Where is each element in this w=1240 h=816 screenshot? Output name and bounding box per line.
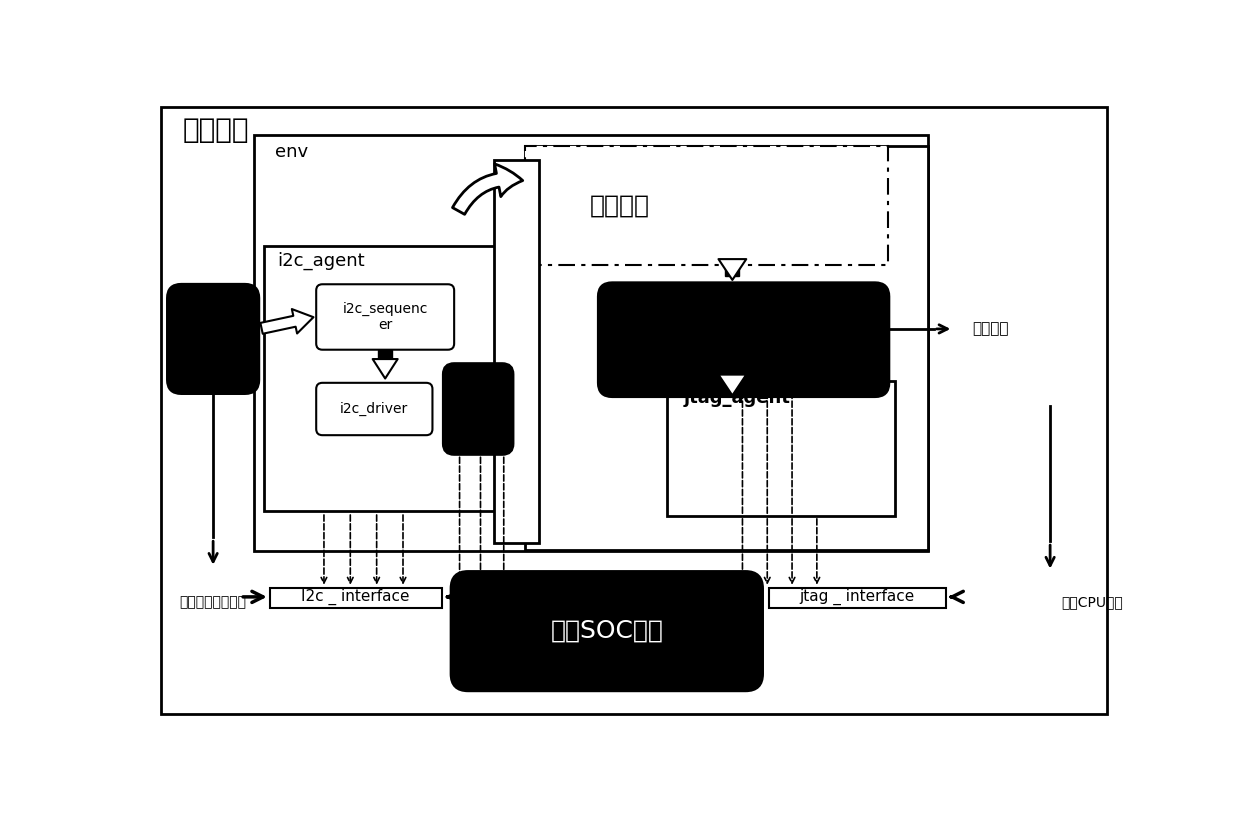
FancyArrowPatch shape — [260, 309, 314, 334]
FancyArrowPatch shape — [453, 164, 523, 215]
Bar — [667, 381, 895, 516]
Bar — [725, 265, 739, 276]
FancyBboxPatch shape — [444, 364, 513, 455]
Bar — [263, 246, 516, 512]
FancyArrowPatch shape — [373, 359, 398, 379]
Bar — [254, 135, 929, 551]
FancyBboxPatch shape — [451, 571, 763, 691]
Text: i2c_sequenc
er: i2c_sequenc er — [342, 301, 428, 332]
Text: 其他部件: 其他部件 — [972, 322, 1009, 336]
Bar — [495, 159, 539, 543]
Text: 参考模型: 参考模型 — [590, 193, 650, 218]
FancyBboxPatch shape — [316, 383, 433, 435]
Bar — [378, 350, 392, 359]
Text: i2c_driver: i2c_driver — [340, 402, 408, 416]
FancyBboxPatch shape — [598, 282, 889, 397]
Text: 待测SOC设计: 待测SOC设计 — [551, 619, 663, 643]
Text: jtag _ interface: jtag _ interface — [800, 589, 915, 605]
FancyArrowPatch shape — [718, 375, 746, 396]
Bar — [526, 146, 929, 550]
Text: I2c _ interface: I2c _ interface — [301, 589, 410, 605]
Bar — [725, 379, 739, 391]
Text: 激励产生发送部件: 激励产生发送部件 — [180, 595, 247, 610]
Text: i2c_agent: i2c_agent — [278, 252, 365, 270]
Text: 验证环境: 验证环境 — [182, 116, 249, 144]
Bar — [526, 146, 888, 265]
Text: jtag_agent: jtag_agent — [683, 389, 790, 407]
FancyArrowPatch shape — [718, 259, 746, 280]
Text: 控制CPU部件: 控制CPU部件 — [1061, 595, 1123, 610]
Text: env: env — [275, 143, 309, 161]
FancyBboxPatch shape — [167, 284, 259, 393]
Bar — [769, 588, 946, 608]
FancyBboxPatch shape — [316, 284, 454, 350]
Bar — [270, 588, 441, 608]
